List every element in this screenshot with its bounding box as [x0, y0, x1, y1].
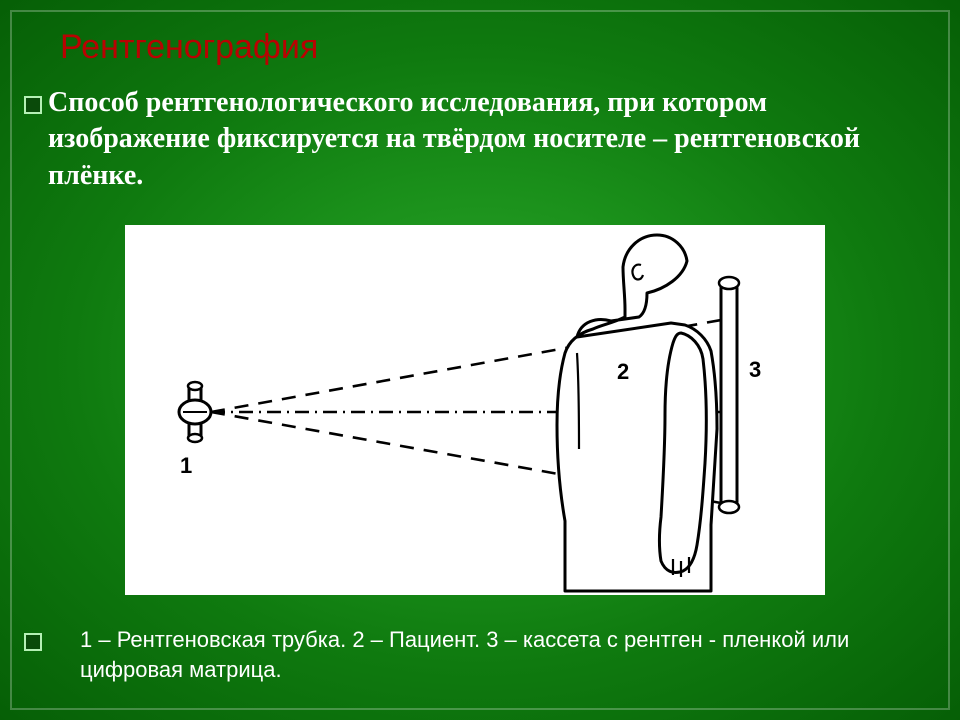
svg-text:1: 1	[180, 453, 192, 478]
svg-text:2: 2	[617, 359, 629, 384]
diagram-panel: 1 2 3	[125, 225, 825, 595]
svg-text:3: 3	[749, 357, 761, 382]
slide: Рентгенография Способ рентгенологическог…	[0, 0, 960, 720]
bullet-icon	[24, 633, 42, 651]
page-title: Рентгенография	[60, 28, 318, 67]
bullet-icon	[24, 96, 42, 114]
description-text: Способ рентгенологического исследования,…	[48, 85, 868, 194]
caption-text: 1 – Рентгеновская трубка. 2 – Пациент. 3…	[80, 625, 880, 684]
diagram-svg: 1 2 3	[125, 225, 825, 595]
